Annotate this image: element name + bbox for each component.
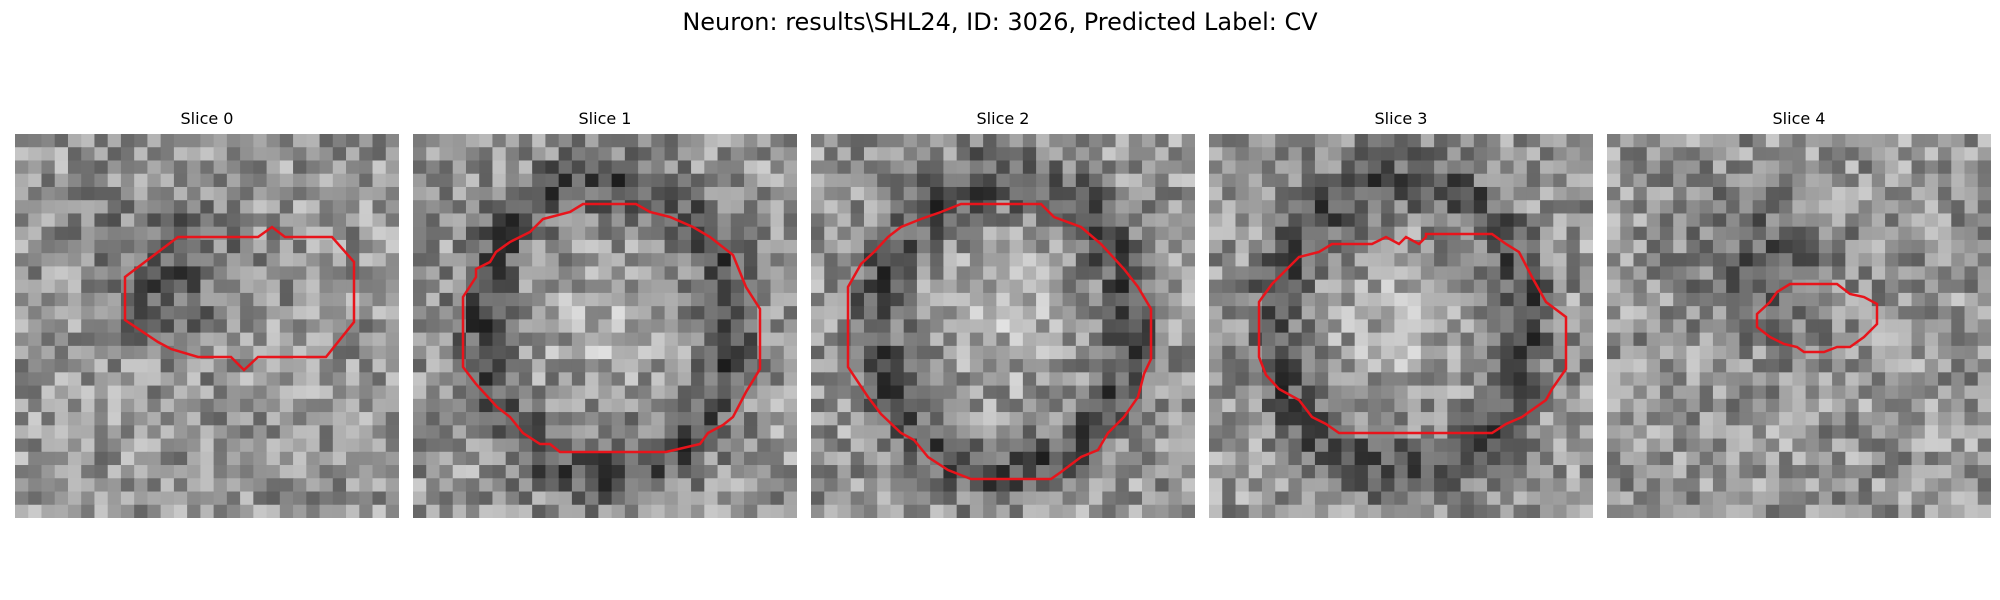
figure-title: Neuron: results\SHL24, ID: 3026, Predict… [682, 8, 1318, 36]
roi-contour [1755, 282, 1879, 354]
slice-title: Slice 4 [1772, 109, 1826, 128]
slice-title: Slice 3 [1374, 109, 1428, 128]
grayscale-pixels [1607, 134, 1991, 518]
grayscale-pixels [811, 134, 1195, 518]
roi-contour [461, 202, 762, 454]
slice-title: Slice 0 [180, 109, 234, 128]
slice-image-4 [1607, 134, 1991, 518]
slice-title: Slice 2 [976, 109, 1030, 128]
grayscale-pixels [413, 134, 797, 518]
roi-contour [123, 225, 356, 372]
slice-panel-2: Slice 2 [811, 108, 1195, 518]
slice-panel-4: Slice 4 [1607, 108, 1991, 518]
grayscale-pixels [15, 134, 399, 518]
roi-contour [1257, 232, 1568, 435]
roi-contour [846, 202, 1153, 481]
grayscale-pixels [1209, 134, 1593, 518]
slice-image-2 [811, 134, 1195, 518]
slice-title: Slice 1 [578, 109, 632, 128]
slice-panel-3: Slice 3 [1209, 108, 1593, 518]
slice-image-1 [413, 134, 797, 518]
slice-panel-1: Slice 1 [413, 108, 797, 518]
slice-panel-0: Slice 0 [15, 108, 399, 518]
slice-image-0 [15, 134, 399, 518]
slice-image-3 [1209, 134, 1593, 518]
